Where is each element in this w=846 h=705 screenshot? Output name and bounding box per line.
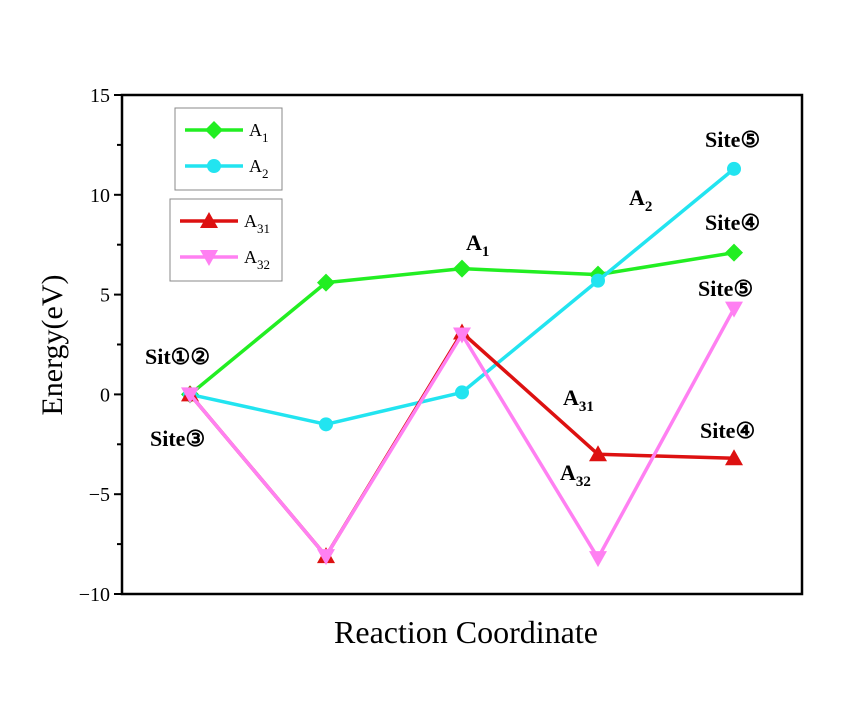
data-point-A2 — [591, 273, 605, 288]
y-tick-label: −5 — [89, 484, 110, 506]
legend-marker-A32 — [200, 250, 218, 266]
y-tick-label: −10 — [79, 584, 110, 606]
legend-marker-A31 — [200, 212, 218, 228]
legend-label-A1: A1 — [249, 120, 269, 145]
y-tick-label: 5 — [100, 285, 110, 307]
legend-box — [174, 107, 283, 191]
data-point-A1 — [317, 273, 335, 292]
series-A32 — [181, 301, 743, 568]
annotation-label: Site⑤ — [705, 127, 760, 152]
series-layer — [181, 161, 743, 568]
data-point-A32 — [181, 387, 199, 404]
axes-layer: −10 −5 0 5 10 15 — [79, 85, 122, 606]
x-axis-label: Reaction Coordinate — [334, 614, 598, 650]
data-point-A32 — [453, 327, 471, 344]
annotation-label: Sit①② — [145, 344, 210, 369]
annotation-label: A1 — [466, 230, 489, 260]
data-point-A1 — [725, 243, 743, 262]
legend-label-A31: A31 — [244, 211, 270, 236]
annotation-label: Site③ — [150, 426, 205, 451]
annotation-label: A32 — [560, 460, 591, 490]
legend-marker-A1 — [205, 121, 223, 139]
series-line-A32 — [188, 307, 736, 560]
data-point-A32 — [589, 551, 607, 568]
y-tick-label: 15 — [90, 85, 110, 107]
data-point-A32 — [317, 549, 335, 566]
annotation-label: Site⑤ — [698, 276, 753, 301]
legend-box — [169, 198, 283, 282]
annotation-label: Site④ — [700, 418, 755, 443]
data-point-A2 — [319, 417, 333, 432]
data-point-A31 — [589, 445, 607, 462]
annotation-label: A31 — [563, 385, 594, 415]
data-point-A31 — [725, 449, 743, 466]
y-axis-label: Energy(eV) — [36, 274, 69, 415]
y-tick-label: 0 — [100, 384, 110, 406]
legend-marker-A2 — [207, 159, 221, 173]
annotation-label: Site④ — [705, 210, 760, 235]
data-point-A32 — [725, 301, 743, 318]
y-tick-label: 10 — [90, 185, 110, 207]
series-line-A31 — [188, 330, 735, 558]
legend-label-A2: A2 — [249, 156, 269, 181]
data-point-A2 — [727, 161, 741, 176]
annotation-label: A2 — [629, 185, 652, 215]
data-point-A2 — [455, 385, 469, 400]
legend-label-A32: A32 — [244, 247, 270, 272]
data-point-A1 — [453, 259, 471, 278]
